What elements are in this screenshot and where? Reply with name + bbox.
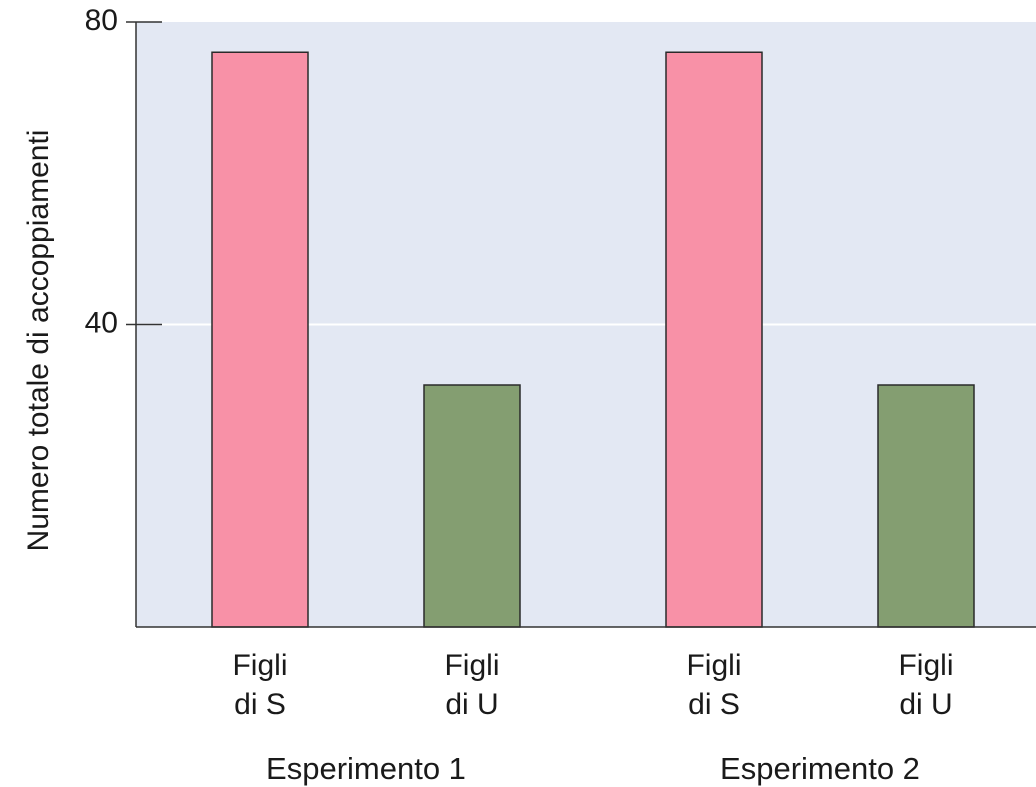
y-axis-title: Numero totale di accoppiamenti [22, 130, 55, 552]
bar-label-line2: di U [899, 688, 952, 721]
bar-label-line2: di S [234, 688, 286, 721]
y-ticks-group: 40 80 [85, 4, 162, 340]
bar-label-line2: di U [445, 688, 498, 721]
y-tick-label-80: 80 [85, 4, 118, 37]
group-label-1: Esperimento 1 [266, 751, 466, 786]
bar-group1-2 [423, 384, 521, 628]
bar-label-line1: Figli [444, 649, 499, 682]
bar-label-line2: di S [688, 688, 740, 721]
bar-group1-1 [211, 51, 309, 628]
bar-group2-2 [877, 384, 975, 628]
x-labels-group: Figli di S Figli di U Esperimento 1 Figli di S… [232, 649, 953, 786]
bars-group [211, 51, 975, 628]
bar-label-line1: Figli [898, 649, 953, 682]
group-label-2: Esperimento 2 [720, 751, 920, 786]
y-tick-label-40: 40 [85, 307, 118, 340]
bar-label-line1: Figli [686, 649, 741, 682]
bar-label-line1: Figli [232, 649, 287, 682]
bar-group2-1 [665, 51, 763, 628]
